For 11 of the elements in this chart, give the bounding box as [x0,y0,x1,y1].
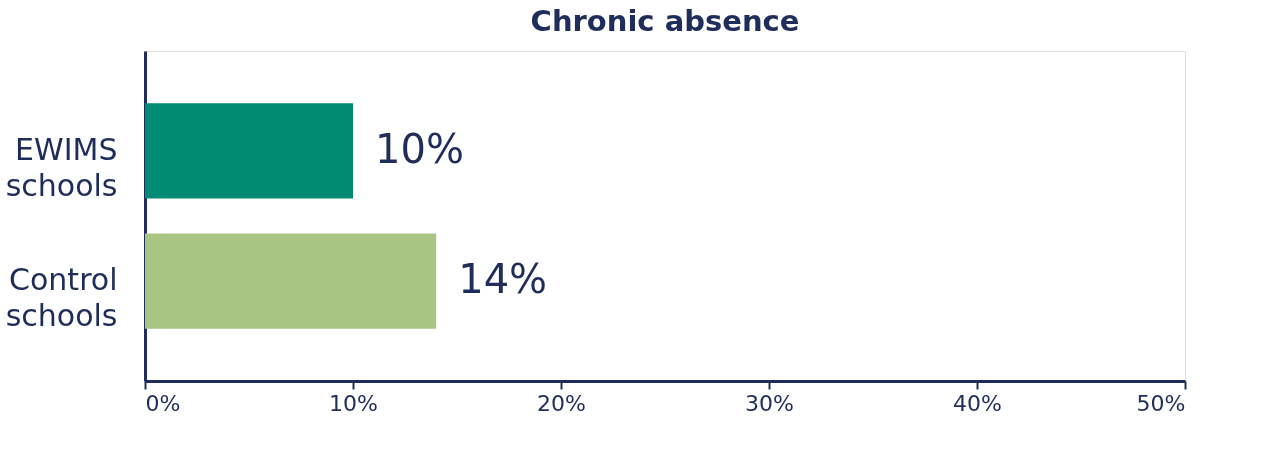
y-tick-label: EWIMS schools [5,131,118,203]
x-tick-label: 20% [537,390,586,416]
chart-title: Chronic absence [530,4,800,38]
x-tick-label: 10% [329,390,378,416]
y-tick-label: Control schools [5,262,118,334]
x-tick-label: 30% [745,390,794,416]
data-label: 10% [375,125,464,172]
x-tick-label: 40% [953,390,1002,416]
x-tick-label: 50% [1136,390,1186,416]
x-tick-label: 0% [145,390,181,416]
data-label: 14% [458,256,548,303]
